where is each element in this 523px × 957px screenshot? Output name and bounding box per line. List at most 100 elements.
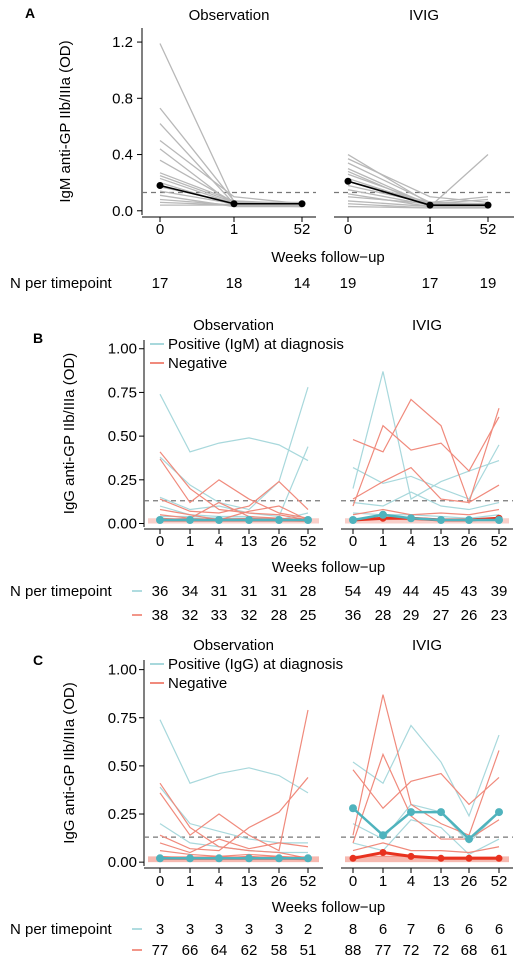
x-tick-label: 0 — [156, 533, 164, 550]
median-point-positive — [156, 854, 164, 863]
individual-line-negative — [352, 466, 500, 504]
x-tick-label: 1 — [379, 873, 387, 890]
dense-trajectory-band — [345, 856, 509, 863]
n-count: 72 — [433, 942, 450, 957]
n-count: 64 — [211, 942, 228, 957]
individual-line-positive — [352, 491, 500, 511]
median-point-negative — [407, 852, 415, 860]
x-tick-label: 13 — [433, 533, 450, 550]
individual-line-positive — [352, 803, 500, 844]
median-line-positive — [352, 807, 500, 841]
x-tick-label: 1 — [230, 221, 238, 238]
median-point-positive — [304, 516, 312, 525]
n-count: 31 — [271, 583, 288, 600]
facet-title: IVIG — [412, 317, 442, 334]
y-tick-label: 0.8 — [112, 90, 133, 107]
panel-b: B 0.00 0.25 0.50 0.75 1.00 IgG anti-GP IIb/III… — [10, 317, 513, 624]
median-point-positive — [215, 516, 223, 525]
facet-ivig: IVIG 0 1 4 13 26 52 — [341, 317, 513, 550]
y-tick-label: 1.00 — [108, 662, 137, 679]
n-count: 43 — [461, 583, 478, 600]
x-axis-title: Weeks follow−up — [271, 249, 385, 266]
n-count: 17 — [152, 275, 169, 292]
x-tick-label: 1 — [186, 533, 194, 550]
x-tick-label: 0 — [349, 533, 357, 550]
n-count: 18 — [226, 275, 243, 292]
y-tick-label: 0.50 — [108, 758, 137, 775]
n-count: 38 — [152, 607, 169, 624]
n-count: 31 — [211, 583, 228, 600]
x-tick-label: 26 — [271, 873, 288, 890]
median-point-positive — [275, 516, 283, 525]
facet-observation: Observation 0 1 4 13 26 52 — [144, 637, 323, 890]
n-count: 32 — [241, 607, 258, 624]
legend-label: Positive (IgM) at diagnosis — [168, 336, 344, 353]
n-count: 25 — [300, 607, 317, 624]
y-tick-label: 1.00 — [108, 341, 137, 358]
individual-line-positive — [352, 371, 500, 500]
median-point-negative — [379, 849, 387, 857]
individual-line-negative — [159, 838, 309, 854]
individual-line-negative — [159, 709, 309, 852]
x-tick-label: 4 — [215, 873, 223, 890]
median-point-positive — [437, 516, 445, 525]
x-tick-label: 0 — [344, 221, 352, 238]
median-point-positive — [215, 854, 223, 863]
facet-title: Observation — [193, 637, 274, 654]
x-tick-label: 13 — [241, 533, 258, 550]
x-tick-label: 0 — [156, 221, 164, 238]
median-line-positive — [352, 513, 499, 522]
median-point-positive — [437, 808, 445, 817]
n-count: 54 — [345, 583, 362, 600]
n-count: 49 — [375, 583, 392, 600]
y-tick-label: 0.0 — [112, 203, 133, 220]
individual-line-negative — [352, 694, 500, 836]
n-count: 66 — [182, 942, 199, 957]
n-count: 33 — [211, 607, 228, 624]
individual-line-negative — [159, 458, 309, 519]
panel-a: A 0.0 0.4 0.8 1.2 IgM anti-GP IIb/IIIa (OD) Ob… — [10, 5, 514, 292]
legend-label: Positive (IgG) at diagnosis — [168, 656, 343, 673]
panel-letter: C — [33, 652, 43, 668]
median-point — [484, 201, 492, 209]
median-point-positive — [156, 516, 164, 525]
n-count: 34 — [182, 583, 199, 600]
x-axis-title: Weeks follow−up — [272, 899, 386, 916]
panel-c: C 0.00 0.25 0.50 0.75 1.00 IgG anti-GP IIb/III… — [10, 637, 513, 957]
n-count: 32 — [182, 607, 199, 624]
n-count: 3 — [245, 921, 253, 938]
x-tick-label: 1 — [379, 533, 387, 550]
median-line-negative — [352, 851, 499, 860]
y-tick-label: 0.25 — [108, 806, 137, 823]
n-count: 3 — [215, 921, 223, 938]
n-count: 7 — [407, 921, 415, 938]
median-point-negative — [495, 854, 503, 862]
individual-line-positive — [352, 724, 500, 818]
y-tick-label: 0.25 — [108, 472, 137, 489]
n-count: 58 — [271, 942, 288, 957]
x-tick-label: 52 — [491, 873, 508, 890]
median-point-positive — [407, 514, 415, 523]
n-per-timepoint-label: N per timepoint — [10, 583, 113, 600]
dense-trajectory-band — [345, 518, 509, 524]
n-count: 29 — [403, 607, 420, 624]
n-count: 44 — [403, 583, 420, 600]
y-axis-title: IgG anti-GP IIb/IIIa (OD) — [61, 353, 78, 514]
n-count: 3 — [156, 921, 164, 938]
median-point-positive — [379, 510, 387, 519]
y-tick-label: 0.00 — [108, 854, 137, 871]
median-point-positive — [495, 516, 503, 525]
x-tick-label: 4 — [407, 533, 415, 550]
x-tick-label: 0 — [349, 873, 357, 890]
individual-line-positive — [159, 393, 309, 462]
median-point-positive — [245, 854, 253, 863]
median-point-positive — [349, 516, 357, 525]
x-tick-label: 52 — [300, 533, 317, 550]
n-count: 31 — [241, 583, 258, 600]
individual-line-negative — [159, 480, 309, 514]
n-count: 6 — [379, 921, 387, 938]
median-point-positive — [186, 516, 194, 525]
x-tick-label: 4 — [407, 873, 415, 890]
n-count: 28 — [300, 583, 317, 600]
x-axis-title: Weeks follow−up — [272, 559, 386, 576]
